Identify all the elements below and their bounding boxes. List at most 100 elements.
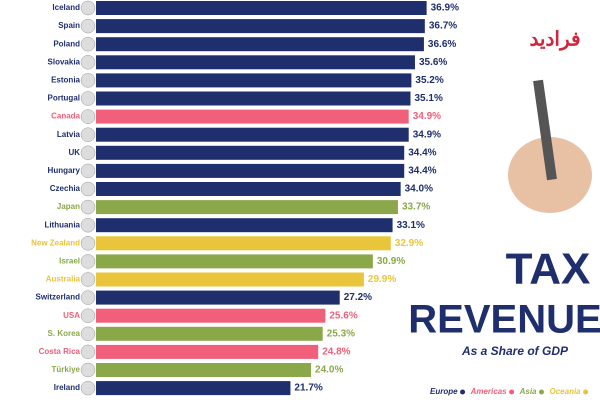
category-label: USA bbox=[63, 311, 80, 320]
flag-icon bbox=[80, 199, 96, 215]
bar bbox=[96, 381, 291, 396]
bar bbox=[96, 127, 409, 142]
value-label: 36.9% bbox=[431, 3, 459, 14]
bar bbox=[96, 55, 415, 70]
legend-label: Europe bbox=[430, 387, 458, 396]
logo-box bbox=[520, 2, 592, 72]
category-label: Latvia bbox=[57, 130, 81, 139]
pen-illustration bbox=[508, 79, 592, 213]
value-label: 29.9% bbox=[368, 274, 396, 285]
flag-icon bbox=[80, 326, 96, 342]
bar bbox=[96, 163, 405, 178]
value-label: 25.3% bbox=[327, 328, 355, 339]
brand: فرادید bbox=[529, 28, 580, 51]
value-label: 33.1% bbox=[397, 220, 425, 231]
category-label: New Zealand bbox=[31, 238, 80, 247]
subtitle: As a Share of GDP bbox=[461, 344, 569, 358]
bar bbox=[96, 236, 391, 251]
category-label: Canada bbox=[51, 112, 80, 121]
category-label: Poland bbox=[53, 39, 80, 48]
category-label: Japan bbox=[57, 202, 80, 211]
legend-swatch bbox=[460, 389, 466, 395]
flag-icon bbox=[80, 344, 96, 360]
flag-icon bbox=[80, 91, 96, 106]
category-label: S. Korea bbox=[48, 329, 81, 338]
value-label: 34.4% bbox=[408, 166, 436, 177]
bar bbox=[96, 254, 373, 269]
category-label: Iceland bbox=[52, 3, 80, 12]
chart-title-line2: REVENUE bbox=[408, 298, 600, 342]
category-label: Türkiye bbox=[52, 365, 81, 374]
bar bbox=[96, 326, 323, 341]
bar bbox=[96, 363, 312, 377]
bar bbox=[96, 182, 401, 196]
flag-icon bbox=[80, 290, 96, 305]
flag-icon bbox=[80, 145, 96, 161]
category-label: Israel bbox=[59, 257, 80, 266]
flag-icon bbox=[80, 272, 96, 287]
category-label: Costa Rica bbox=[39, 347, 81, 356]
category-label: Australia bbox=[46, 275, 81, 284]
flag-icon bbox=[80, 181, 96, 197]
bar bbox=[96, 272, 364, 287]
flag-icon bbox=[80, 217, 96, 233]
category-label: Slovakia bbox=[48, 57, 81, 66]
legend-swatch bbox=[509, 389, 515, 395]
bar bbox=[96, 145, 405, 160]
chart-title: TAX bbox=[506, 245, 591, 294]
flag-icon bbox=[80, 254, 96, 269]
value-label: 24.0% bbox=[315, 365, 343, 376]
value-label: 24.8% bbox=[322, 347, 350, 358]
value-label: 32.9% bbox=[395, 238, 423, 249]
value-label: 33.7% bbox=[402, 202, 430, 213]
value-label: 21.7% bbox=[294, 383, 322, 394]
value-label: 30.9% bbox=[377, 256, 405, 267]
bar bbox=[96, 91, 411, 106]
category-label: Spain bbox=[58, 21, 80, 30]
flag-icon bbox=[80, 236, 96, 251]
value-label: 27.2% bbox=[344, 292, 372, 303]
category-label: Ireland bbox=[54, 383, 80, 392]
legend-label: Oceania bbox=[550, 387, 582, 396]
value-label: 35.6% bbox=[419, 57, 447, 68]
value-label: 34.9% bbox=[413, 129, 441, 140]
value-label: 35.2% bbox=[415, 75, 443, 86]
legend-swatch bbox=[583, 389, 589, 395]
bar bbox=[96, 37, 424, 52]
bar bbox=[96, 109, 409, 124]
legend-swatch bbox=[539, 389, 544, 395]
bar bbox=[96, 290, 340, 305]
flag-icon bbox=[80, 18, 96, 34]
category-label: Switzerland bbox=[36, 293, 81, 302]
category-label: Estonia bbox=[51, 76, 80, 85]
value-label: 35.1% bbox=[414, 93, 442, 104]
value-label: 34.4% bbox=[408, 147, 436, 158]
bar bbox=[96, 1, 427, 15]
bar bbox=[96, 19, 425, 34]
value-label: 36.7% bbox=[429, 21, 457, 32]
category-label: Czechia bbox=[50, 184, 81, 193]
category-label: Lithuania bbox=[44, 220, 80, 229]
value-label: 36.6% bbox=[428, 39, 456, 50]
flag-icon bbox=[80, 0, 96, 16]
category-label: Portugal bbox=[48, 94, 80, 103]
flag-icon bbox=[80, 380, 96, 396]
category-label: UK bbox=[68, 148, 80, 157]
value-label: 25.6% bbox=[329, 310, 357, 321]
flag-icon bbox=[80, 73, 96, 88]
flag-icon bbox=[80, 362, 96, 378]
value-label: 34.0% bbox=[405, 184, 433, 195]
legend-label: Asia bbox=[519, 387, 537, 396]
bar bbox=[96, 218, 393, 233]
bar bbox=[96, 344, 319, 359]
flag-icon bbox=[80, 55, 96, 70]
bar bbox=[96, 73, 412, 88]
category-label: Hungary bbox=[48, 166, 81, 175]
flag-icon bbox=[80, 36, 96, 52]
bar bbox=[96, 200, 398, 215]
value-label: 34.9% bbox=[413, 111, 441, 122]
flag-icon bbox=[80, 109, 96, 124]
legend-label: Americas bbox=[470, 387, 508, 396]
flag-icon bbox=[80, 127, 96, 142]
